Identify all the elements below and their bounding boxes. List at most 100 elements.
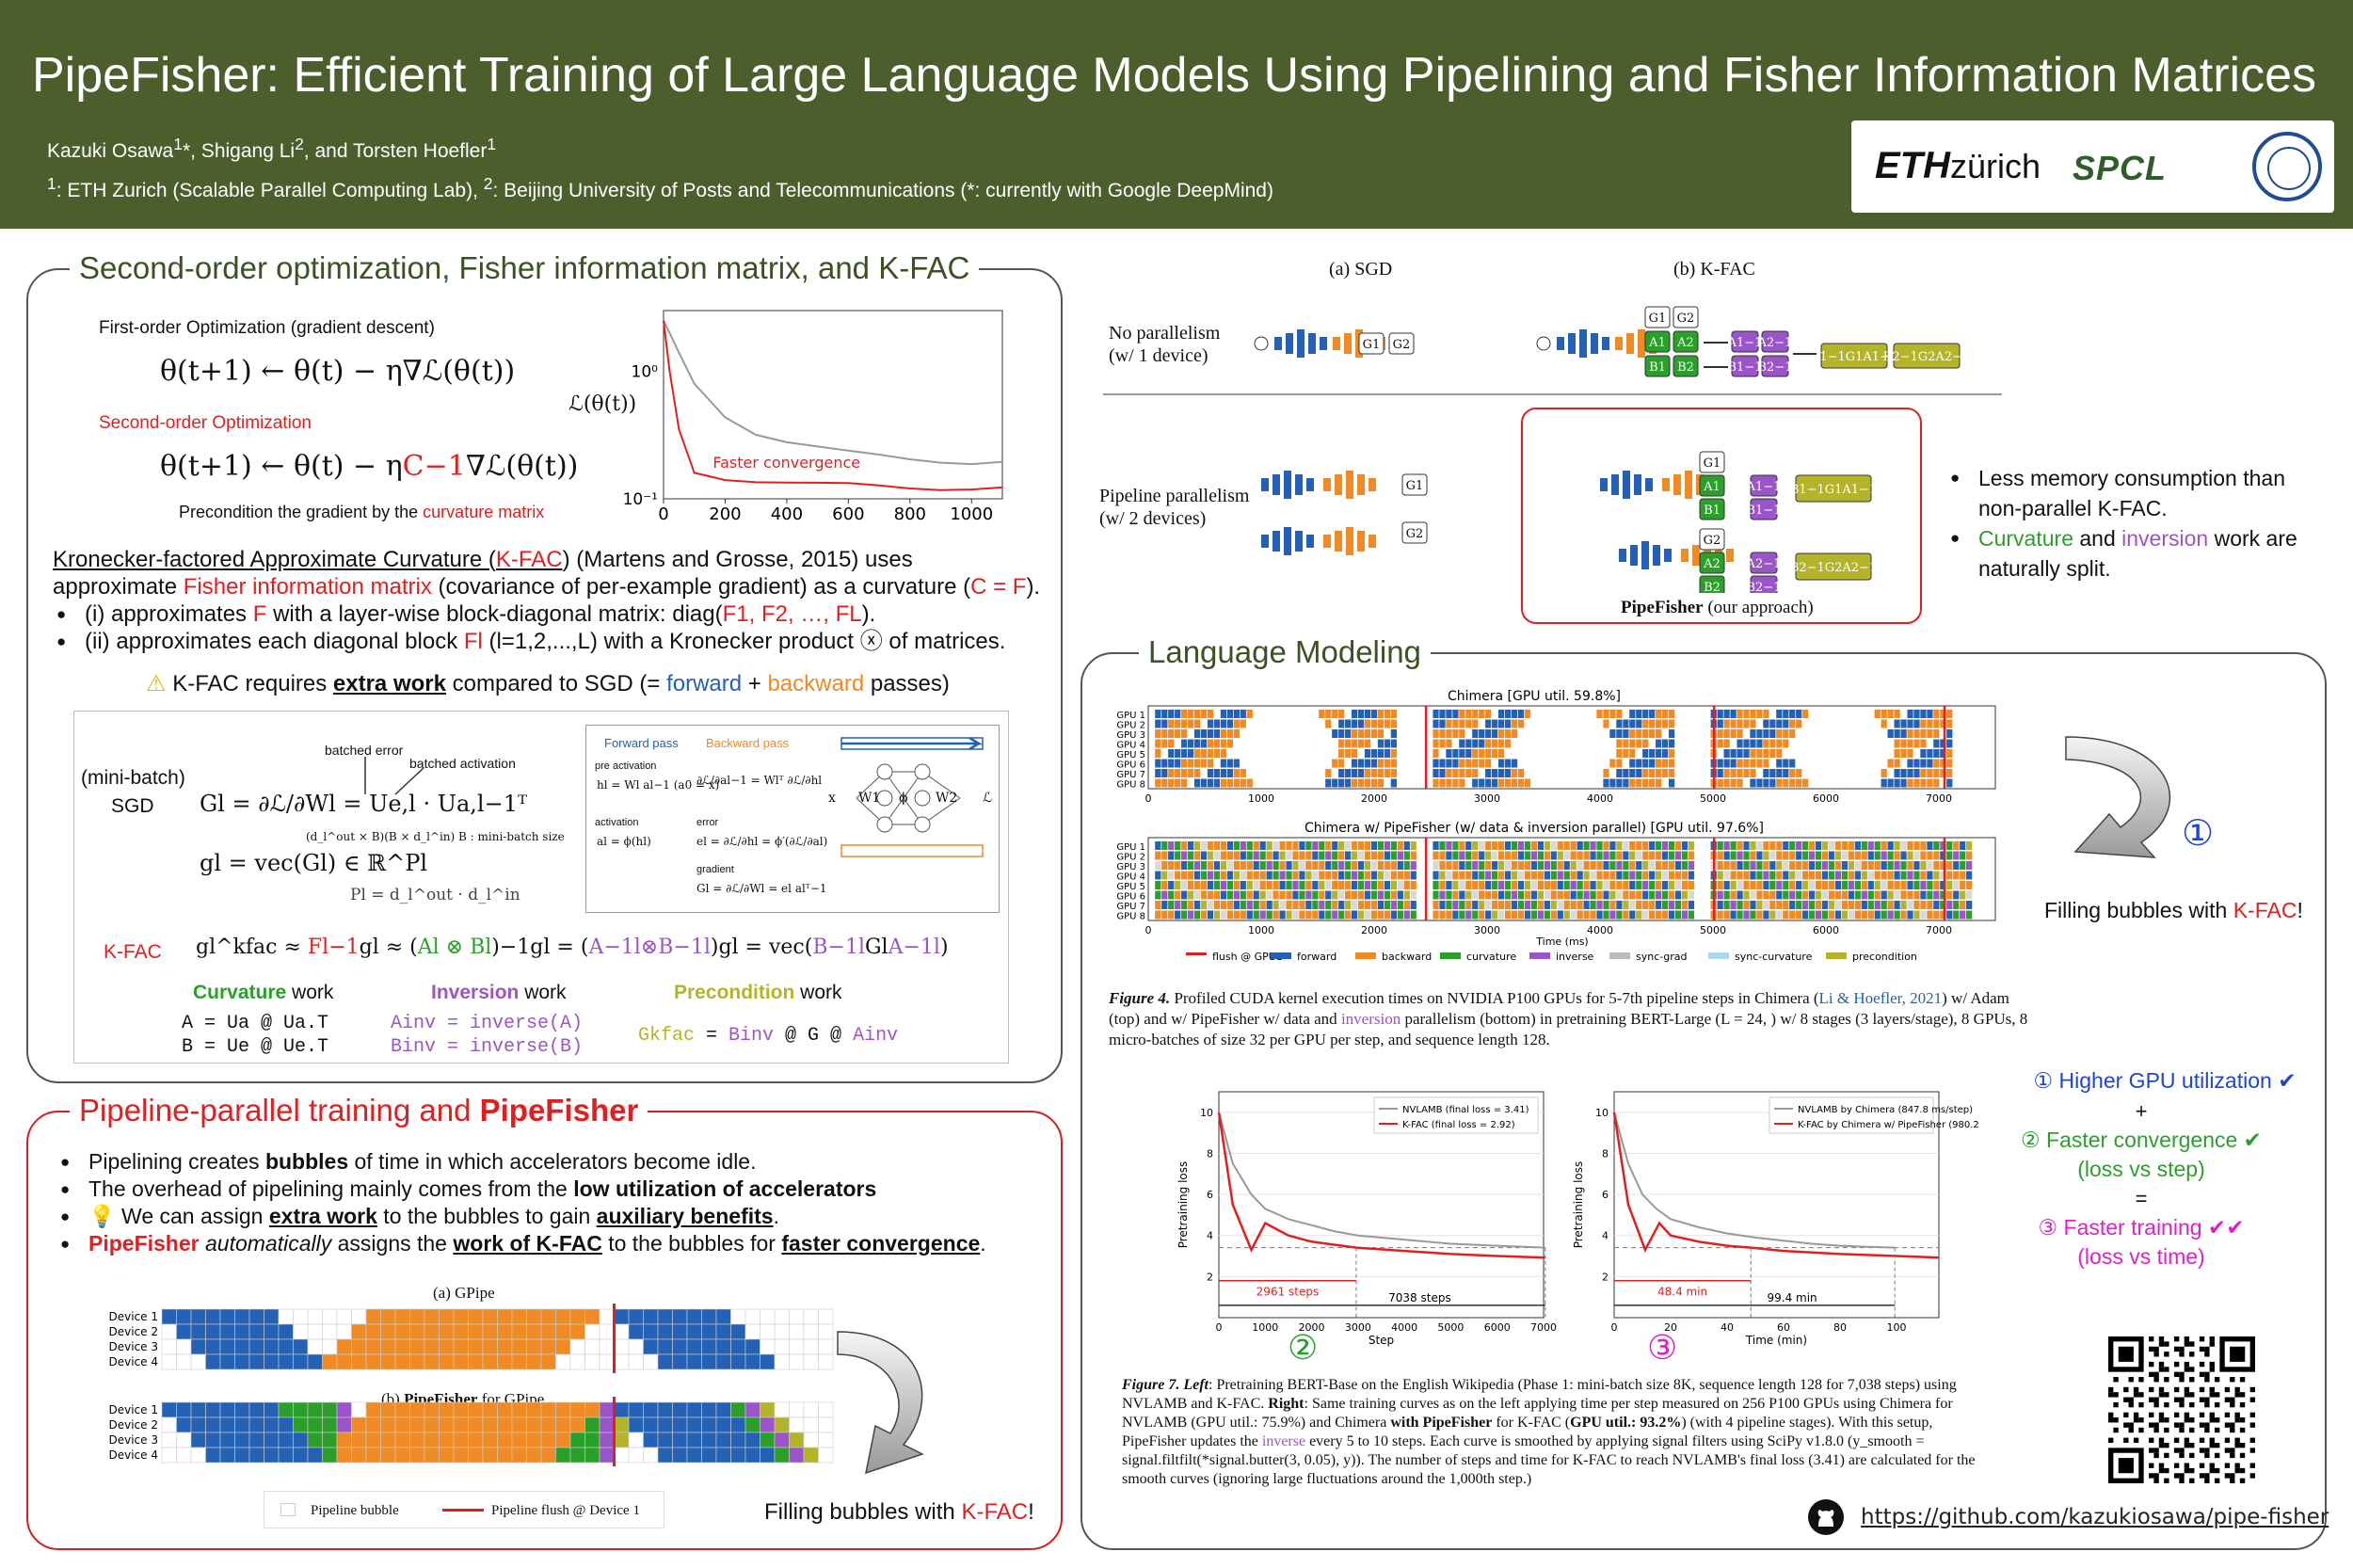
kernel-block	[1940, 719, 1946, 728]
kernel-block	[1472, 729, 1479, 738]
kernel-block	[1642, 861, 1649, 870]
kernel-block	[1881, 881, 1887, 889]
kernel-block	[1338, 739, 1345, 748]
kernel-block	[1583, 851, 1590, 860]
kernel-block	[1616, 739, 1623, 748]
device-label: Device 3	[109, 1433, 159, 1447]
kernel-block	[1181, 778, 1188, 788]
qr-module	[2230, 1452, 2235, 1459]
pl-equation: Pl = d_l^out · d_l^in	[350, 886, 520, 904]
kernel-block	[1524, 861, 1531, 870]
kernel-block	[1517, 851, 1525, 860]
kernel-block	[1286, 851, 1292, 860]
schedule-cell	[278, 1338, 294, 1355]
kernel-block	[1504, 881, 1512, 889]
kernel-block	[1834, 861, 1842, 870]
kernel-block	[1887, 778, 1894, 788]
kernel-block	[1305, 841, 1312, 850]
kernel-block	[1730, 749, 1737, 758]
kernel-block	[1763, 739, 1769, 748]
summary-1: ① Higher GPU utilization ✔	[2033, 1068, 2297, 1093]
kernel-block	[1472, 719, 1479, 728]
x-tick-label: 4000	[1587, 792, 1613, 805]
kernel-block	[1492, 719, 1498, 728]
kernel-block	[1887, 861, 1894, 870]
kernel-block	[1530, 841, 1538, 850]
kernel-block	[1193, 890, 1201, 900]
github-link[interactable]: https://github.com/kazukiosawa/pipe-fish…	[1861, 1505, 2329, 1529]
kernel-block	[1717, 729, 1723, 738]
kernel-block	[1881, 710, 1887, 718]
kernel-block	[1717, 710, 1723, 718]
kernel-block	[1352, 778, 1358, 788]
kernel-block	[1246, 710, 1253, 718]
schedule-cell	[701, 1432, 717, 1448]
y-tick-label: 10⁻¹	[623, 490, 658, 509]
qr-module	[2234, 1412, 2240, 1418]
kernel-block	[1750, 890, 1756, 900]
x-tick-label: 1000	[1248, 792, 1274, 805]
kernel-block	[1253, 901, 1259, 909]
kernel-block	[1737, 871, 1743, 880]
kernel-block	[1953, 851, 1960, 860]
qr-module	[2133, 1417, 2139, 1423]
kernel-block	[1175, 861, 1181, 870]
gpu-label: GPU 8	[1116, 912, 1145, 922]
kernel-block	[1933, 841, 1940, 850]
backward-layer	[1692, 545, 1700, 566]
qr-module	[2224, 1448, 2231, 1453]
a2-box	[1699, 552, 1725, 574]
kernel-block	[1789, 778, 1796, 788]
precond-box-2-label: B2−1G2A2−1	[1883, 350, 1970, 364]
kernel-block	[1161, 719, 1168, 728]
pipeline-bullets: Pipelining creates bubbles of time in wh…	[56, 1148, 1054, 1257]
kernel-block	[1357, 910, 1365, 920]
kernel-block	[1662, 759, 1669, 768]
kernel-block	[1674, 890, 1682, 900]
kernel-block	[1737, 749, 1743, 758]
kernel-block	[1894, 739, 1900, 748]
kernel-block	[1907, 710, 1913, 718]
kernel-block	[1439, 841, 1446, 850]
schedule-cell	[424, 1432, 440, 1448]
first-order-label: First-order Optimization (gradient desce…	[99, 318, 435, 338]
qr-module	[2230, 1473, 2235, 1479]
schedule-cell	[322, 1416, 338, 1433]
kernel-block	[1623, 769, 1629, 777]
kernel-block	[1894, 710, 1900, 718]
kernel-block	[1933, 861, 1940, 870]
schedule-cell	[569, 1416, 585, 1433]
gpu-label: GPU 5	[1116, 750, 1145, 760]
kernel-block	[1750, 759, 1756, 768]
kernel-block	[1769, 871, 1776, 880]
schedule-cell	[264, 1323, 280, 1340]
schedule-cell	[409, 1338, 425, 1355]
kernel-block	[1433, 778, 1439, 788]
kernel-block	[1175, 719, 1181, 728]
kernel-block	[1933, 851, 1940, 860]
kernel-block	[1338, 861, 1345, 870]
schedule-cell	[264, 1401, 280, 1418]
schedule-cell	[657, 1432, 673, 1448]
kernel-block	[1920, 881, 1927, 889]
kernel-block	[1636, 719, 1642, 728]
kernel-block	[1220, 871, 1227, 880]
chart-frame	[1147, 705, 1996, 790]
kernel-block	[1789, 769, 1796, 777]
kernel-block	[1452, 841, 1459, 850]
kernel-block	[1629, 890, 1636, 900]
kernel-block	[1357, 871, 1365, 880]
kernel-block	[1273, 861, 1279, 870]
schedule-cell	[293, 1432, 309, 1448]
kernel-block	[1465, 881, 1472, 889]
kernel-block	[1213, 910, 1221, 920]
kernel-block	[1511, 729, 1518, 738]
kernel-block	[1357, 729, 1365, 738]
qr-module	[2204, 1397, 2210, 1402]
kernel-block	[1894, 871, 1900, 880]
kernel-block	[1479, 890, 1485, 900]
kernel-block	[1397, 881, 1403, 889]
bubble-swatch	[280, 1503, 296, 1516]
schedule-cell	[468, 1338, 484, 1355]
